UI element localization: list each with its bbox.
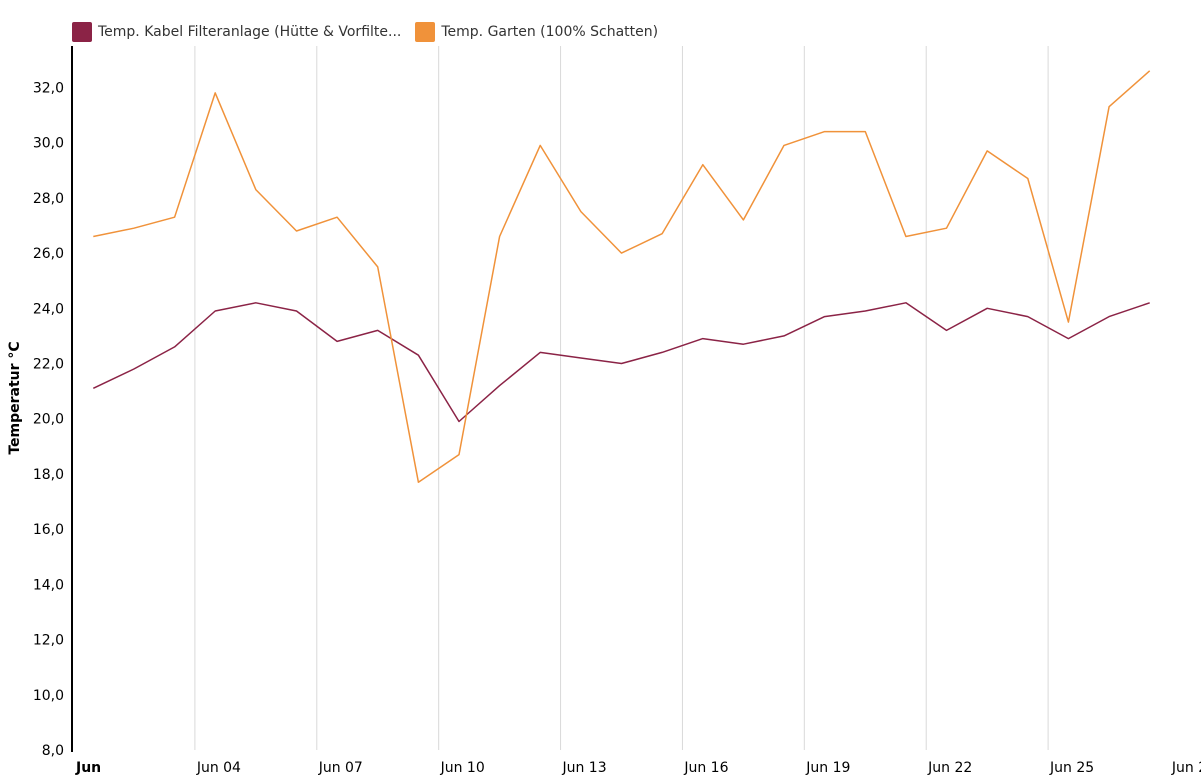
legend-item-kabel-filteranlage[interactable]: Temp. Kabel Filteranlage (Hütte & Vorfil… bbox=[72, 22, 401, 42]
y-tick-label: 30,0 bbox=[33, 136, 64, 152]
legend-swatch-kabel-filteranlage bbox=[72, 22, 92, 42]
y-tick-label: 18,0 bbox=[33, 467, 64, 483]
x-tick-label: Jun bbox=[75, 760, 101, 776]
x-tick-label: Jun 16 bbox=[683, 760, 728, 776]
y-tick-label: 32,0 bbox=[33, 80, 64, 96]
y-tick-label: 22,0 bbox=[33, 356, 64, 372]
x-axis-tick-labels: Jun Jun 04 Jun 07 Jun 10 Jun 13 Jun 16 Jun 19 J… bbox=[75, 760, 1201, 776]
y-axis-label: Temperatur °C bbox=[7, 341, 23, 454]
series-line-garten[interactable] bbox=[93, 70, 1151, 483]
y-tick-label: 20,0 bbox=[33, 412, 64, 428]
y-tick-label: 28,0 bbox=[33, 191, 64, 207]
y-tick-label: 10,0 bbox=[33, 688, 64, 704]
legend-item-garten[interactable]: Temp. Garten (100% Schatten) bbox=[415, 22, 658, 42]
y-tick-label: 12,0 bbox=[33, 633, 64, 649]
x-tick-label: Jun 25 bbox=[1049, 760, 1094, 776]
x-tick-label: Jun 07 bbox=[318, 760, 363, 776]
legend: Temp. Kabel Filteranlage (Hütte & Vorfil… bbox=[72, 20, 672, 44]
legend-swatch-garten bbox=[415, 22, 436, 42]
y-tick-label: 14,0 bbox=[33, 577, 64, 593]
x-tick-label: Jun 28 bbox=[1171, 760, 1201, 776]
y-tick-label: 24,0 bbox=[33, 301, 64, 317]
x-tick-label: Jun 13 bbox=[561, 760, 606, 776]
y-tick-label: 26,0 bbox=[33, 246, 64, 262]
x-tick-label: Jun 19 bbox=[805, 760, 850, 776]
x-tick-label: Jun 10 bbox=[440, 760, 485, 776]
series-line-kabel-filteranlage[interactable] bbox=[92, 302, 1150, 423]
vertical-grid bbox=[194, 46, 1049, 750]
y-tick-label: 8,0 bbox=[42, 743, 64, 759]
x-tick-label: Jun 22 bbox=[927, 760, 972, 776]
y-axis-tick-labels: 8,0 10,0 12,0 14,0 16,0 18,0 20,0 22,0 24,0 26,0 2… bbox=[33, 80, 64, 759]
x-tick-label: Jun 04 bbox=[196, 760, 241, 776]
legend-label-kabel-filteranlage: Temp. Kabel Filteranlage (Hütte & Vorfil… bbox=[98, 24, 402, 40]
legend-label-garten: Temp. Garten (100% Schatten) bbox=[441, 24, 659, 40]
series-lines bbox=[92, 70, 1151, 483]
y-tick-label: 16,0 bbox=[33, 522, 64, 538]
